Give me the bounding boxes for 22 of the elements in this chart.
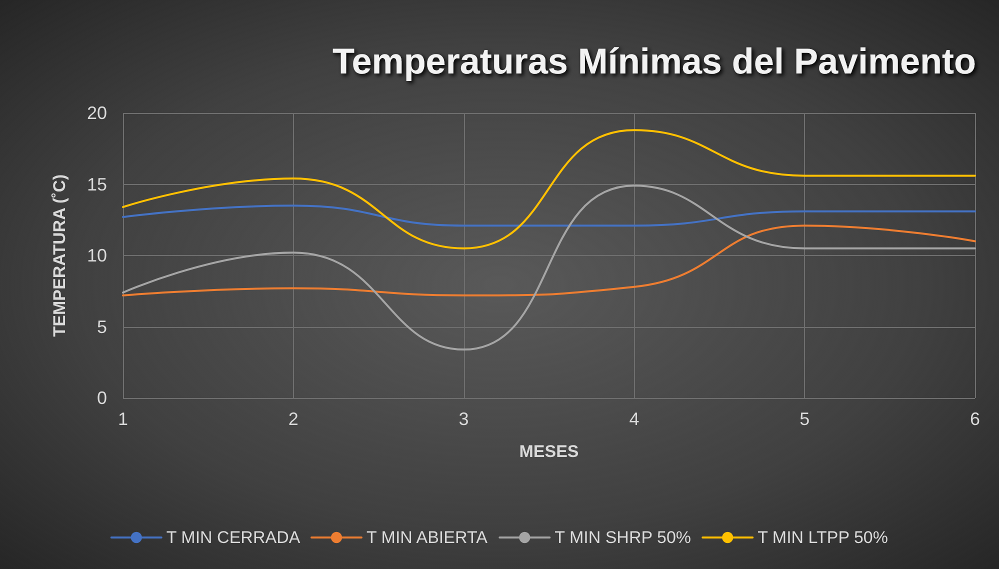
legend-label: T MIN LTPP 50% [758, 528, 888, 547]
y-tick-label: 0 [96, 388, 107, 408]
x-tick-label: 6 [970, 409, 980, 429]
x-tick-label: 1 [118, 409, 128, 429]
line-series [122, 224, 976, 296]
y-tick-label: 10 [86, 246, 107, 266]
legend-label: T MIN CERRADA [166, 528, 301, 547]
x-tick-label: 4 [629, 409, 640, 429]
line-series [122, 129, 976, 250]
legend-label: T MIN SHRP 50% [554, 528, 692, 547]
chart-title: Temperaturas Mínimas del Pavimento [332, 40, 976, 82]
x-tick-label: 5 [800, 409, 810, 429]
x-tick-label: 3 [458, 409, 469, 429]
y-tick-label: 5 [96, 316, 107, 337]
y-tick-label: 15 [86, 174, 107, 194]
line-series [122, 184, 976, 351]
x-tick-label: 2 [288, 409, 298, 429]
y-axis-title: TEMPERATURA (˚C) [50, 174, 69, 337]
legend-label: T MIN ABIERTA [366, 528, 488, 547]
x-axis-title: MESES [519, 442, 579, 461]
line-series [122, 204, 976, 227]
y-tick-label: 20 [86, 103, 107, 123]
